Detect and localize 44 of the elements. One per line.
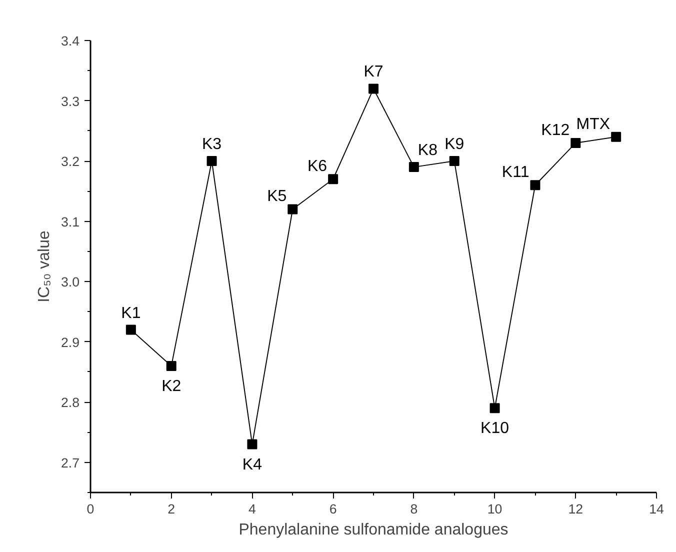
- x-tick-label: 2: [168, 502, 176, 516]
- point: [166, 360, 176, 371]
- annotation: K3: [202, 136, 222, 154]
- point: [530, 180, 540, 190]
- annotation: K5: [267, 188, 287, 206]
- annotation: K9: [444, 136, 464, 154]
- y-tick-label: 3.2: [60, 154, 80, 170]
- point: [408, 162, 419, 172]
- y-tick-label: 2.8: [60, 395, 80, 410]
- point: [126, 324, 136, 335]
- annotation: K2: [162, 378, 182, 395]
- y-tick-label: 3.0: [60, 274, 80, 290]
- x-tick-label: 12: [568, 502, 584, 516]
- x-tick-label: 4: [248, 502, 257, 516]
- point: [611, 132, 622, 142]
- y-tick-label: 2.9: [60, 334, 80, 350]
- annotation: K10: [480, 420, 510, 438]
- annotation: K7: [364, 64, 384, 81]
- y-tick-label: 3.3: [60, 94, 80, 109]
- x-tick-label: 14: [649, 502, 664, 516]
- point: [247, 439, 258, 450]
- y-tick-label: 3.1: [60, 214, 80, 230]
- point: [288, 204, 298, 214]
- point: [570, 138, 581, 148]
- annotation: K12: [541, 122, 570, 139]
- y-tick-label: 3.4: [60, 34, 80, 48]
- y-tick-label: 2.7: [60, 455, 80, 470]
- y-axis-title: IC₅₀ value: [36, 230, 53, 302]
- point: [328, 174, 338, 184]
- annotation: K11: [502, 164, 530, 182]
- point: [368, 84, 378, 94]
- x-tick-label: 10: [487, 502, 502, 516]
- annotation: K1: [121, 304, 141, 322]
- x-axis-title: Phenylalanine sulfonamide analogues: [238, 522, 508, 538]
- x-tick-label: 6: [329, 502, 337, 516]
- annotation: K4: [242, 456, 262, 474]
- point: [490, 403, 500, 414]
- point: [449, 156, 460, 166]
- x-tick-label: 8: [410, 502, 418, 516]
- point: [206, 156, 217, 166]
- annotation: K8: [418, 142, 438, 160]
- annotation: MTX: [576, 116, 610, 133]
- x-tick-label: 0: [86, 502, 94, 516]
- annotation: K6: [308, 158, 328, 176]
